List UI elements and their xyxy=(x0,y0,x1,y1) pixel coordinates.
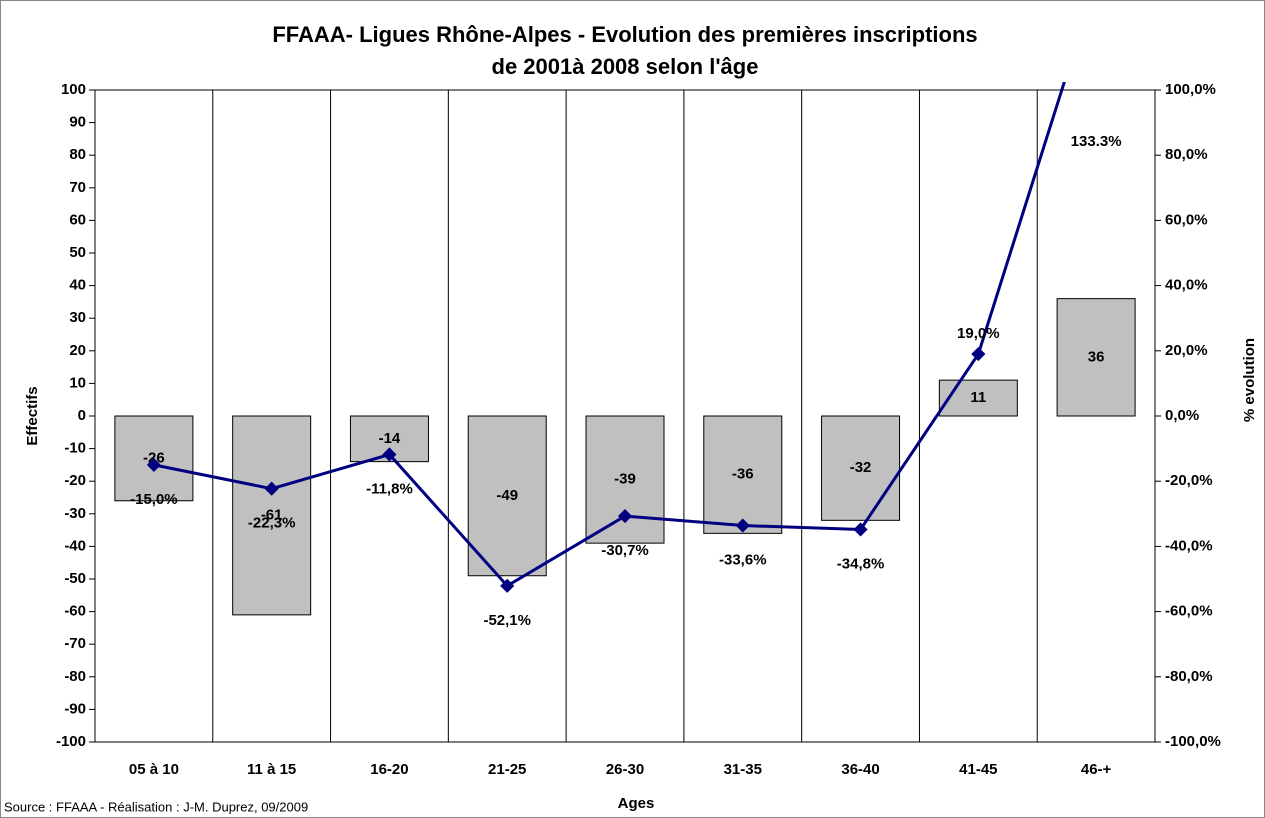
y-tick-label: 60 xyxy=(69,211,86,228)
bar-value-label: 11 xyxy=(970,389,986,406)
x-tick-label: 31-35 xyxy=(724,761,762,778)
x-tick-label: 46-+ xyxy=(1081,761,1112,778)
y-tick-label: -30 xyxy=(64,505,86,522)
line-value-label: -52,1% xyxy=(483,612,531,629)
y-tick-label: -10 xyxy=(64,440,86,457)
line-marker xyxy=(853,522,868,537)
x-tick-label: 26-30 xyxy=(606,761,644,778)
x-tick-label: 05 à 10 xyxy=(129,761,179,778)
line-value-label: -30,7% xyxy=(601,542,649,559)
source-note: Source : FFAAA - Réalisation : J-M. Dupr… xyxy=(4,799,308,814)
y-axis-label: Effectifs xyxy=(24,386,41,445)
line-marker xyxy=(971,346,986,362)
y-tick-label: 50 xyxy=(69,244,86,261)
y2-axis-label: % evolution xyxy=(1241,338,1258,422)
y-tick-label: 100 xyxy=(61,81,86,98)
chart-title: FFAAA- Ligues Rhône-Alpes - Evolution de… xyxy=(272,22,977,47)
line-value-label: 133.3% xyxy=(1071,133,1122,150)
y2-tick-label: 100,0% xyxy=(1165,81,1216,98)
y-tick-label: -90 xyxy=(64,700,86,717)
y-tick-label: -100 xyxy=(56,733,86,750)
y-tick-label: 80 xyxy=(69,146,86,163)
y-tick-label: -50 xyxy=(64,570,86,587)
y2-tick-label: -40,0% xyxy=(1165,537,1213,554)
bar xyxy=(232,415,312,616)
line-marker xyxy=(735,518,750,533)
x-tick-label: 11 à 15 xyxy=(247,761,296,778)
bar xyxy=(703,415,783,534)
y-tick-label: 70 xyxy=(69,179,86,196)
y-tick-label: -80 xyxy=(64,668,86,685)
line-marker xyxy=(500,578,515,593)
y2-tick-label: 20,0% xyxy=(1165,342,1208,359)
y-tick-label: 90 xyxy=(69,114,86,131)
y-tick-label: 20 xyxy=(69,342,86,359)
line-value-label: 19,0% xyxy=(957,325,1000,342)
y-tick-label: 10 xyxy=(69,374,86,391)
y2-tick-label: 80,0% xyxy=(1165,146,1208,163)
y-tick-label: 40 xyxy=(69,277,86,294)
bar-value-label: -49 xyxy=(496,487,518,504)
y2-tick-label: -20,0% xyxy=(1165,472,1213,489)
chart-title: de 2001à 2008 selon l'âge xyxy=(492,54,759,79)
bar-value-label: -32 xyxy=(850,459,872,476)
bar-value-label: -61 xyxy=(261,506,283,523)
bar-value-label: -39 xyxy=(614,471,636,488)
y2-tick-label: 0,0% xyxy=(1165,407,1199,424)
line-value-label: -34,8% xyxy=(837,555,885,572)
y-tick-label: 0 xyxy=(78,407,86,424)
x-axis-label: Ages xyxy=(618,795,655,812)
y-tick-label: -40 xyxy=(64,537,86,554)
y-tick-label: -70 xyxy=(64,635,86,652)
bar xyxy=(467,415,547,577)
x-tick-label: 16-20 xyxy=(370,761,408,778)
line-value-label: -22,3% xyxy=(248,515,296,532)
line-value-label: -11,8% xyxy=(366,480,413,497)
bar-value-label: 36 xyxy=(1088,348,1105,365)
line-value-label: -33,6% xyxy=(719,552,767,569)
bar xyxy=(938,379,1018,417)
y2-tick-label: -60,0% xyxy=(1165,603,1213,620)
y2-tick-label: 40,0% xyxy=(1165,277,1208,294)
y2-tick-label: -100,0% xyxy=(1165,733,1221,750)
line-marker xyxy=(264,481,279,496)
bar xyxy=(1056,298,1136,417)
line-value-label: -15,0% xyxy=(130,491,178,508)
line-marker xyxy=(146,457,161,472)
x-tick-label: 36-40 xyxy=(841,761,879,778)
y-tick-label: -60 xyxy=(64,603,86,620)
line-marker xyxy=(382,447,397,462)
y-tick-label: 30 xyxy=(69,309,86,326)
line-marker xyxy=(617,509,633,524)
y2-tick-label: 60,0% xyxy=(1165,211,1208,228)
x-tick-label: 21-25 xyxy=(488,761,526,778)
x-tick-label: 41-45 xyxy=(959,761,997,778)
bar-value-label: -14 xyxy=(379,430,401,447)
y2-tick-label: -80,0% xyxy=(1165,668,1213,685)
line-group xyxy=(146,82,1066,593)
bar-value-label: -36 xyxy=(732,466,754,483)
bar xyxy=(821,415,901,521)
y-tick-label: -20 xyxy=(64,472,86,489)
